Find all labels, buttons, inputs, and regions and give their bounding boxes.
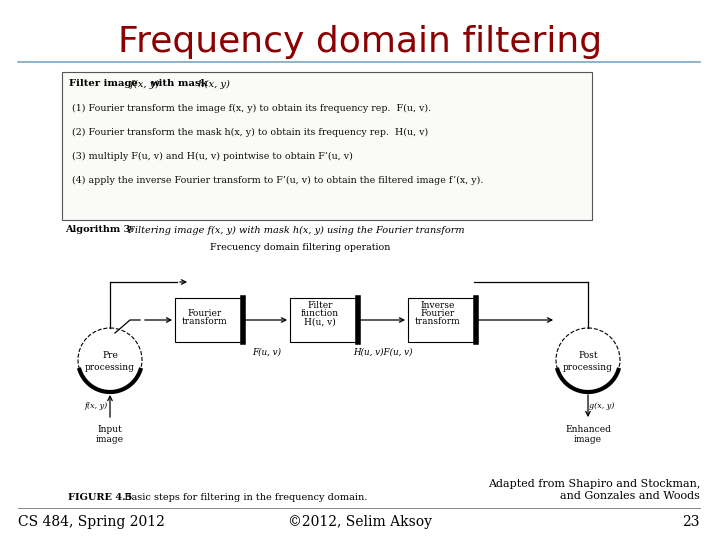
Text: transform: transform	[182, 318, 228, 327]
Text: Fourier: Fourier	[188, 309, 222, 319]
Text: H(u, v): H(u, v)	[304, 318, 336, 327]
Text: function: function	[301, 309, 339, 319]
Text: h(x, y): h(x, y)	[195, 79, 230, 89]
Text: CS 484, Spring 2012: CS 484, Spring 2012	[18, 515, 165, 529]
Bar	[175, 298, 243, 342]
Text: (1) Fourier transform the image f(x, y) to obtain its frequency rep.  F(u, v).: (1) Fourier transform the image f(x, y) …	[72, 104, 431, 112]
Text: Enhanced: Enhanced	[565, 426, 611, 435]
Text: image: image	[96, 435, 124, 444]
Text: Inverse: Inverse	[420, 301, 455, 310]
Text: image: image	[574, 435, 602, 444]
Text: g(x, y): g(x, y)	[589, 402, 615, 410]
Text: processing: processing	[85, 362, 135, 372]
Text: (3) multiply F(u, v) and H(u, v) pointwise to obtain F’(u, v): (3) multiply F(u, v) and H(u, v) pointwi…	[72, 151, 353, 160]
Text: Filter image: Filter image	[69, 79, 138, 89]
Text: Adapted from Shapiro and Stockman,
and Gonzales and Woods: Adapted from Shapiro and Stockman, and G…	[487, 479, 700, 501]
Text: Frecuency domain filtering operation: Frecuency domain filtering operation	[210, 244, 390, 253]
Text: Input: Input	[98, 426, 122, 435]
Bar	[290, 298, 358, 342]
Text: (4) apply the inverse Fourier transform to F’(u, v) to obtain the filtered image: (4) apply the inverse Fourier transform …	[72, 176, 483, 185]
Text: f(x, y): f(x, y)	[127, 79, 162, 89]
Text: processing: processing	[563, 362, 613, 372]
Text: Algorithm 3:: Algorithm 3:	[65, 226, 134, 234]
Text: Post: Post	[578, 350, 598, 360]
Text: with mask: with mask	[150, 79, 207, 89]
Text: transform: transform	[415, 318, 461, 327]
Text: FIGURE 4.5: FIGURE 4.5	[68, 492, 132, 502]
Text: Fourier: Fourier	[421, 309, 455, 319]
Text: 23: 23	[683, 515, 700, 529]
Text: f(x, y): f(x, y)	[84, 402, 107, 410]
Text: Basic steps for filtering in the frequency domain.: Basic steps for filtering in the frequen…	[118, 492, 367, 502]
Text: H(u, v)F(u, v): H(u, v)F(u, v)	[354, 348, 413, 356]
Text: Pre: Pre	[102, 350, 118, 360]
Bar	[62, 72, 592, 220]
Text: Frequency domain filtering: Frequency domain filtering	[118, 25, 602, 59]
Text: F(u, v): F(u, v)	[252, 348, 281, 356]
Text: (2) Fourier transform the mask h(x, y) to obtain its frequency rep.  H(u, v): (2) Fourier transform the mask h(x, y) t…	[72, 127, 428, 137]
Text: Filtering image f(x, y) with mask h(x, y) using the Fourier transform: Filtering image f(x, y) with mask h(x, y…	[125, 225, 464, 234]
Text: ©2012, Selim Aksoy: ©2012, Selim Aksoy	[288, 515, 432, 529]
Text: Filter: Filter	[307, 301, 333, 310]
Bar	[408, 298, 476, 342]
